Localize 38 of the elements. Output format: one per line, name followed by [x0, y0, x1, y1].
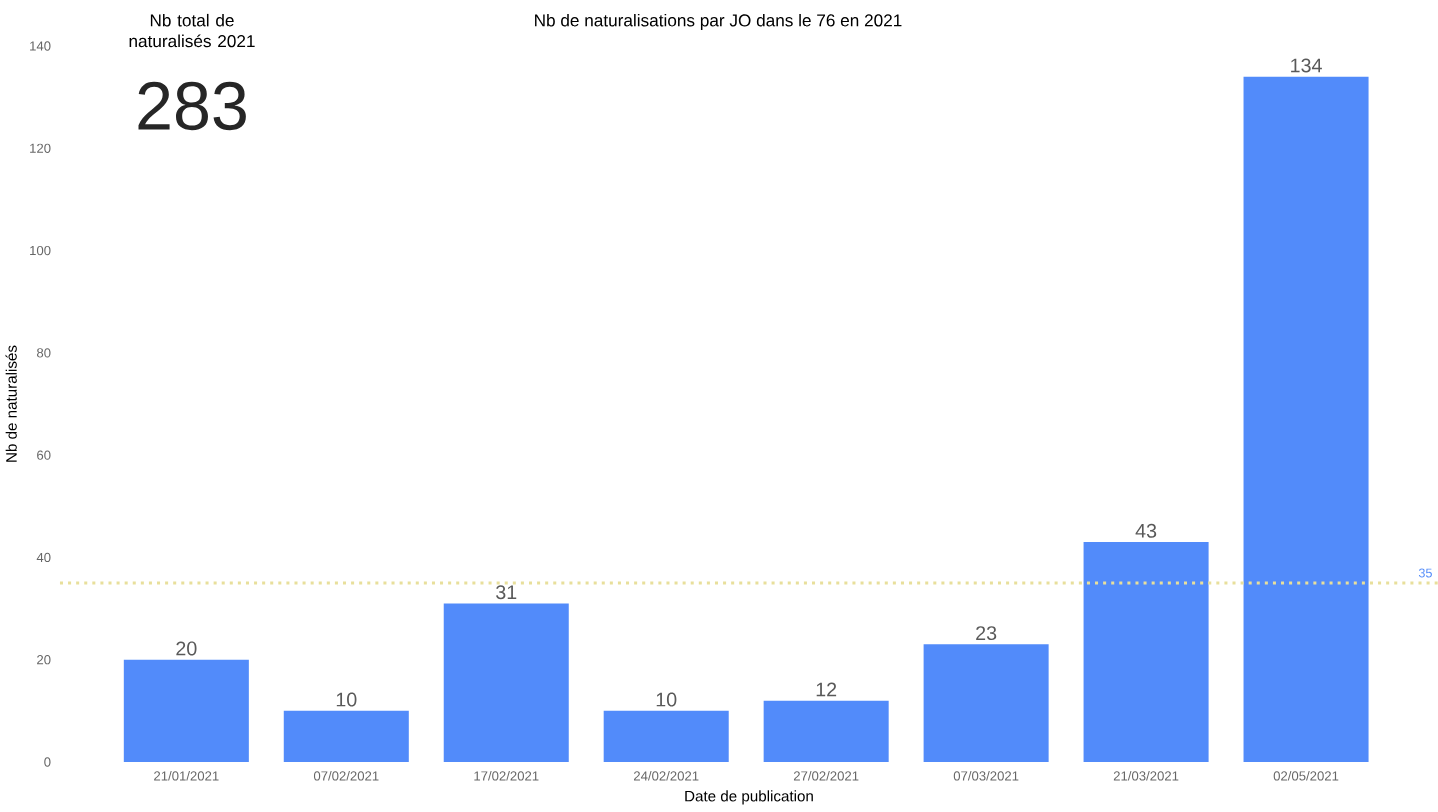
data-label: 43 — [1135, 523, 1157, 538]
y-tick-label: 100 — [30, 245, 51, 256]
y-tick-label: 140 — [30, 41, 51, 51]
x-tick-label: 17/02/2021 — [474, 770, 539, 781]
y-axis-title: Nb de naturalisés — [5, 345, 17, 462]
data-label: 134 — [1291, 58, 1322, 73]
y-tick-label: 40 — [36, 552, 51, 563]
bar — [1243, 76, 1369, 763]
x-tick-label: 02/05/2021 — [1273, 770, 1339, 781]
data-label: 12 — [816, 682, 837, 697]
bar — [283, 710, 409, 763]
x-tick-label: 07/02/2021 — [313, 770, 379, 781]
x-tick-label: 21/03/2021 — [1113, 770, 1179, 781]
data-label: 20 — [176, 641, 197, 656]
bar — [1083, 542, 1209, 763]
x-axis-title: Date de publication — [685, 790, 813, 805]
y-tick-label: 120 — [30, 143, 51, 153]
x-tick-label: 24/02/2021 — [634, 770, 699, 781]
bar — [603, 710, 729, 763]
data-label: 31 — [496, 585, 517, 600]
data-label: 23 — [976, 626, 997, 641]
x-tick-label: 27/02/2021 — [793, 770, 859, 781]
x-tick-label: 07/03/2021 — [953, 770, 1019, 781]
ref-line-label: 35 — [1418, 568, 1432, 578]
y-tick-label: 60 — [37, 450, 51, 460]
bar — [443, 603, 569, 763]
annotation: Nb total de naturalisés 2021 — [129, 13, 255, 48]
x-tick-label: 21/01/2021 — [154, 770, 219, 781]
bar — [123, 659, 249, 763]
y-tick-label: 0 — [44, 757, 51, 767]
y-tick-label: 20 — [37, 655, 51, 665]
data-label: 10 — [336, 692, 357, 707]
data-label: 10 — [656, 692, 677, 707]
bar — [923, 644, 1049, 763]
bar — [763, 700, 889, 763]
annotation: 283 — [138, 81, 246, 131]
y-tick-label: 80 — [36, 348, 51, 358]
chart-title: Nb de naturalisations par JO dans le 76 en 2021 — [535, 13, 902, 30]
